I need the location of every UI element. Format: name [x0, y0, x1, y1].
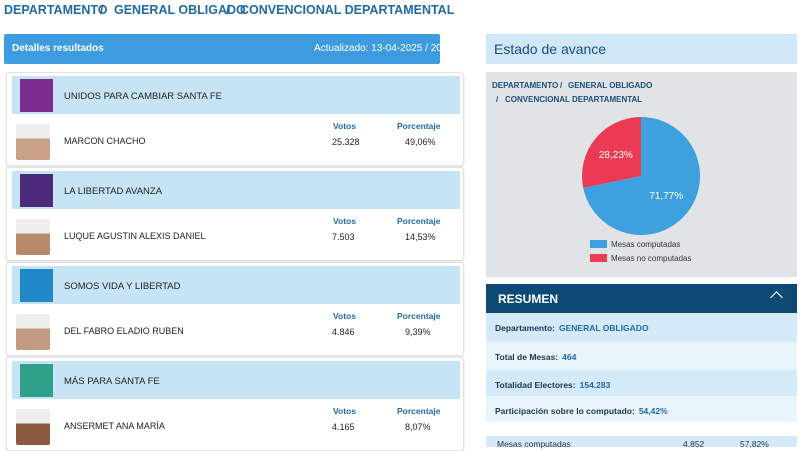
breadcrumb-item: CONVENCIONAL DEPARTAMENTAL — [240, 3, 455, 17]
summary-value: GENERAL OBLIGADO — [558, 323, 649, 333]
candidate-photo — [16, 314, 50, 350]
progress-header — [486, 34, 797, 64]
party-name: SOMOS VIDA Y LIBERTAD — [64, 281, 181, 292]
percent-label: Porcentaje — [397, 406, 441, 416]
votes-label: Votos — [333, 311, 356, 321]
details-updated: Actualizado: 13-04-2025 / 20:44:00 — [314, 43, 470, 54]
summary-label: Totalidad Electores: — [495, 380, 576, 390]
summary-value: 464 — [562, 352, 577, 362]
party-logo — [20, 174, 53, 207]
percent-value: 8,07% — [405, 422, 431, 432]
candidate-name: ANSERMET ANA MARÍA — [64, 421, 165, 431]
summary-text: Totalidad Electores: 154.283 — [495, 380, 610, 390]
summary-title: RESUMEN — [498, 292, 559, 306]
candidate-name: MARCON CHACHO — [64, 136, 146, 146]
percent-label: Porcentaje — [397, 216, 441, 226]
summary-value: 154.283 — [579, 380, 611, 390]
summary-label: Total de Mesas: — [495, 352, 559, 362]
party-name: LA LIBERTAD AVANZA — [64, 186, 163, 197]
panel-crumb-sep: / — [496, 95, 499, 104]
votes-label: Votos — [333, 216, 356, 226]
summary-text: Participación sobre lo computado: 54,42% — [495, 406, 668, 416]
percent-value: 49,06% — [405, 137, 436, 147]
panel-crumb: DEPARTAMENTO — [492, 81, 559, 90]
table-label: Mesas computadas — [497, 439, 571, 449]
panel-crumb-sep: / — [560, 81, 563, 90]
candidate-photo — [16, 409, 50, 445]
party-name: UNIDOS PARA CAMBIAR SANTA FE — [64, 91, 223, 102]
breadcrumb-separator: / — [100, 3, 104, 17]
summary-text: Departamento: GENERAL OBLIGADO — [495, 323, 649, 333]
summary-row — [486, 313, 797, 343]
candidate-name: LUQUE AGUSTIN ALEXIS DANIEL — [64, 231, 206, 241]
votes-label: Votos — [333, 121, 356, 131]
party-band — [12, 76, 460, 114]
candidate-name: DEL FABRO ELADIO RUBEN — [64, 326, 184, 336]
votes-value: 7.503 — [332, 232, 355, 242]
percent-value: 9,39% — [405, 327, 431, 337]
progress-title: Estado de avance — [494, 41, 607, 57]
votes-label: Votos — [333, 406, 356, 416]
party-band — [12, 171, 460, 209]
percent-label: Porcentaje — [397, 121, 441, 131]
table-percent: 57,82% — [740, 439, 769, 449]
party-logo — [20, 79, 53, 112]
breadcrumb-separator: / — [226, 3, 230, 17]
summary-value: 54,42% — [638, 406, 668, 416]
summary-row — [486, 396, 797, 423]
party-logo — [20, 269, 53, 302]
table-count: 4.852 — [683, 439, 705, 449]
summary-label: Departamento: — [495, 323, 555, 333]
panel-crumb: GENERAL OBLIGADO — [568, 81, 653, 90]
summary-table-row — [486, 436, 797, 447]
summary-text: Total de Mesas: 464 — [495, 352, 576, 362]
details-header — [4, 34, 440, 64]
summary-header — [486, 284, 797, 313]
candidate-photo — [16, 219, 50, 255]
votes-value: 4.165 — [332, 422, 355, 432]
votes-value: 25.328 — [332, 137, 360, 147]
party-logo — [20, 364, 53, 397]
party-name: MÁS PARA SANTA FE — [64, 376, 160, 387]
party-band — [12, 266, 460, 304]
breadcrumb-item: DEPARTAMENTO — [4, 3, 108, 17]
votes-value: 4.846 — [332, 327, 355, 337]
summary-row — [486, 370, 797, 397]
percent-value: 14,53% — [405, 232, 436, 242]
candidate-photo — [16, 124, 50, 160]
party-band — [12, 361, 460, 399]
percent-label: Porcentaje — [397, 311, 441, 321]
breadcrumb-item: GENERAL OBLIGADO — [114, 3, 246, 17]
details-title: Detalles resultados — [12, 43, 104, 54]
summary-label: Participación sobre lo computado: — [495, 406, 635, 416]
panel-crumb: CONVENCIONAL DEPARTAMENTAL — [505, 95, 643, 104]
